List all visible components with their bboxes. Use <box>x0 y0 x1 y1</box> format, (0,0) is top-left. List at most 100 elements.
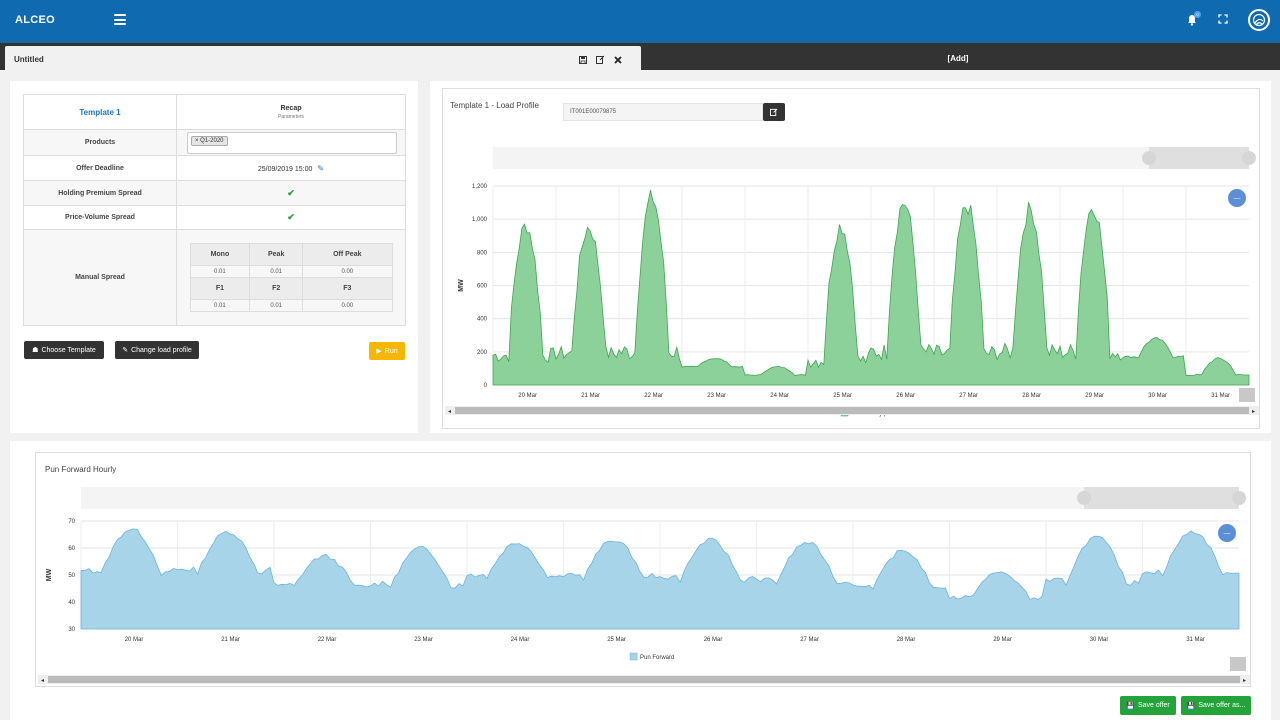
save-icon: 💾 <box>1126 702 1135 710</box>
change-load-profile-button[interactable]: ✎ Change load profile <box>115 341 199 359</box>
x-tick-label: 20 Mar <box>518 393 537 399</box>
top-navbar: ALCEO 0 <box>0 0 1280 43</box>
spread-value-peak[interactable]: 0.01 <box>249 265 304 278</box>
spread-value-f3[interactable]: 0.00 <box>302 299 393 312</box>
x-tick-label: 26 Mar <box>704 637 723 643</box>
tab-title: Untitled <box>14 55 44 64</box>
tab-untitled[interactable]: Untitled <box>5 46 641 70</box>
x-tick-label: 20 Mar <box>125 637 144 643</box>
x-tick-label: 27 Mar <box>800 637 819 643</box>
x-tick-label: 23 Mar <box>414 637 433 643</box>
x-tick-label: 29 Mar <box>993 637 1012 643</box>
y-tick-label: 50 <box>68 573 75 579</box>
x-tick-label: 31 Mar <box>1186 637 1205 643</box>
save-offer-as-button[interactable]: 💾 Save offer as... <box>1181 696 1251 715</box>
spread-value-f1[interactable]: 0.01 <box>189 299 251 312</box>
app-brand[interactable]: ALCEO <box>15 14 55 26</box>
tab-strip: Untitled [Add] <box>0 43 1280 70</box>
x-tick-label: 30 Mar <box>1148 393 1167 399</box>
spread-header: F3 <box>302 277 393 300</box>
legend-swatch <box>629 652 638 661</box>
save-icon[interactable] <box>579 55 587 66</box>
offer-deadline-label: Offer Deadline <box>23 155 177 181</box>
spread-value-f2[interactable]: 0.01 <box>249 299 304 312</box>
spread-value-offpeak[interactable]: 0.00 <box>302 265 393 278</box>
notifications-bell-icon[interactable]: 0 <box>1186 11 1201 27</box>
load-profile-title: Template 1 - Load Profile <box>450 101 539 110</box>
template-name[interactable]: Template 1 <box>79 107 121 117</box>
series-area-load-hourly-profile <box>492 190 1250 386</box>
price-volume-label: Price-Volume Spread <box>23 205 177 230</box>
series-area-pun-forward <box>80 528 1240 630</box>
choose-template-button[interactable]: ☗ Choose Template <box>24 341 104 359</box>
scroll-right-icon: ▸ <box>1252 409 1255 415</box>
scroll-left-icon: ◂ <box>448 409 451 415</box>
product-tag[interactable]: × Q1-2020 <box>191 135 228 146</box>
offer-deadline-value: 25/09/2019 15:00 <box>257 165 313 173</box>
template-icon: ☗ <box>32 347 39 354</box>
offer-deadline-cell: 25/09/2019 15:00 ✎ <box>176 155 406 181</box>
y-tick-label: 400 <box>477 317 488 323</box>
save-offer-label: Save offer <box>1137 702 1170 709</box>
navigator-handle <box>1142 151 1156 165</box>
x-tick-label: 29 Mar <box>1085 393 1104 399</box>
spread-header: Peak <box>249 243 304 266</box>
parameters-panel: Template 1 Recap Parameters Products × Q… <box>10 81 418 433</box>
scroll-right-icon: ▸ <box>1243 678 1246 684</box>
edit-pod-button[interactable] <box>763 103 785 121</box>
recap-cell: Recap Parameters <box>176 94 406 130</box>
notification-badge: 0 <box>1194 11 1201 18</box>
y-tick-label: 800 <box>477 250 488 256</box>
y-tick-label: 1,000 <box>472 217 488 223</box>
pun-forward-panel: Pun Forward Hourly 30 40 50 60 70 MW 20 Mar 21 … <box>10 441 1271 720</box>
save-offer-button[interactable]: 💾 Save offer <box>1120 696 1176 715</box>
y-tick-label: 600 <box>477 284 488 290</box>
load-profile-chart[interactable]: 0 200 400 600 800 1,000 1,200 MW 20 Mar 21 Mar 22 … <box>443 129 1261 429</box>
y-tick-label: 200 <box>477 350 488 356</box>
menu-icon[interactable] <box>114 14 126 25</box>
run-button[interactable]: ▶ Run <box>369 342 405 360</box>
reset-zoom-icon <box>1218 524 1236 542</box>
x-tick-label: 25 Mar <box>607 637 626 643</box>
navigator-handle <box>1077 491 1091 505</box>
check-icon[interactable]: ✔ <box>287 212 295 222</box>
x-tick-label: 28 Mar <box>1022 393 1041 399</box>
pun-forward-title: Pun Forward Hourly <box>45 465 117 474</box>
play-icon: ▶ <box>376 348 382 355</box>
load-profile-chart-box: Template 1 - Load Profile IT001E00079875… <box>442 88 1260 429</box>
x-tick-label: 24 Mar <box>770 393 789 399</box>
reset-zoom-icon: — <box>1234 195 1241 202</box>
products-cell: × Q1-2020 <box>176 129 406 156</box>
scrollbar-thumb <box>48 676 1240 683</box>
scroll-left-icon: ◂ <box>41 678 44 684</box>
pod-code-input[interactable]: IT001E00079875 <box>563 103 763 121</box>
check-icon[interactable]: ✔ <box>287 187 295 198</box>
y-axis-label: MW <box>46 568 53 581</box>
edit-deadline-icon[interactable]: ✎ <box>317 163 325 173</box>
x-tick-label: 22 Mar <box>644 393 663 399</box>
pun-forward-chart[interactable]: 30 40 50 60 70 MW 20 Mar 21 Mar 22 Mar 23 Mar 24 M… <box>36 481 1252 686</box>
chart-menu-icon <box>1230 657 1246 671</box>
navigator-handle <box>1232 491 1246 505</box>
legend-label: Pun Forward <box>640 655 674 661</box>
navbar-actions: 0 <box>1186 9 1270 31</box>
fullscreen-icon[interactable] <box>1218 14 1228 26</box>
x-tick-label: 27 Mar <box>959 393 978 399</box>
change-load-profile-label: Change load profile <box>131 346 192 354</box>
spread-value-mono[interactable]: 0.01 <box>189 265 251 278</box>
tab-add[interactable]: [Add] <box>947 53 969 63</box>
manual-spread-label: Manual Spread <box>23 229 177 326</box>
navigator-background <box>81 487 1239 509</box>
x-tick-label: 23 Mar <box>707 393 726 399</box>
scrollbar-thumb <box>455 407 1249 414</box>
template-name-cell: Template 1 <box>23 94 177 130</box>
navigator-background <box>493 147 1249 169</box>
manual-spread-cell: Mono Peak Off Peak 0.01 0.01 0.00 F1 F2 … <box>176 229 406 326</box>
products-select[interactable]: × Q1-2020 <box>187 131 397 154</box>
edit-icon[interactable] <box>596 55 605 66</box>
pun-forward-chart-box: Pun Forward Hourly 30 40 50 60 70 MW 20 Mar 21 … <box>35 452 1251 687</box>
close-icon[interactable] <box>614 55 622 66</box>
y-tick-label: 60 <box>68 546 75 552</box>
user-avatar-icon[interactable] <box>1248 9 1270 31</box>
x-tick-label: 21 Mar <box>221 637 240 643</box>
